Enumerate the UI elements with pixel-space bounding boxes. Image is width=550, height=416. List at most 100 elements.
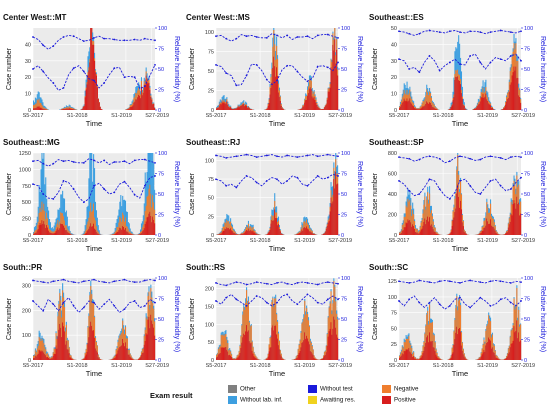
y-tick-label: 100 [205, 322, 214, 328]
bar-negative [35, 352, 37, 360]
bar-without-lab [147, 153, 149, 235]
bar-positive [123, 226, 125, 235]
bar-positive [40, 107, 42, 110]
bar-positive [321, 109, 323, 110]
bar-negative [145, 205, 147, 235]
x-tick-label: S1-2019 [294, 113, 315, 119]
x-axis-label: Time [86, 244, 102, 253]
bar-positive [137, 97, 139, 110]
bar-positive [235, 234, 237, 235]
humidity-point [143, 37, 146, 40]
bar-positive [146, 334, 148, 360]
bar-positive [216, 107, 219, 110]
bar-positive [40, 224, 42, 235]
bar-negative [124, 217, 127, 235]
bar-negative [33, 105, 35, 110]
bar-negative [94, 217, 96, 235]
bar-positive [84, 356, 86, 360]
bar-without-lab [95, 210, 97, 235]
bar-positive [154, 107, 156, 110]
bar-positive [33, 357, 36, 360]
humidity-point [398, 58, 400, 61]
bar-negative [34, 350, 36, 360]
bar-negative [43, 203, 45, 235]
bar-positive [64, 108, 66, 110]
bar-negative [132, 234, 134, 235]
bar-negative [45, 219, 47, 235]
x-tick-label: S5-2017 [23, 238, 44, 244]
bar-positive [121, 345, 123, 360]
x-tick-label: S5-2017 [206, 238, 227, 244]
bar-positive [38, 106, 40, 110]
y-tick-label: 75 [391, 311, 397, 317]
bar-positive [482, 352, 484, 360]
bar-negative [415, 229, 417, 235]
bar-negative [424, 99, 426, 110]
bar-positive [403, 350, 405, 360]
x-tick-label: S1-2019 [111, 113, 132, 119]
bar-positive [277, 75, 279, 110]
bar-positive [327, 336, 329, 360]
bar-positive [303, 227, 305, 235]
bar-positive [34, 108, 36, 110]
bar-positive [59, 323, 61, 360]
y-tick-label: 300 [22, 283, 31, 289]
bar-positive [333, 50, 335, 110]
bar-positive [52, 355, 54, 360]
bar-positive [322, 359, 324, 360]
bar-positive [244, 334, 246, 360]
bar-positive [130, 107, 132, 110]
humidity-point [133, 281, 136, 283]
humidity-point [133, 76, 136, 79]
y-tick-label: 50 [208, 69, 214, 75]
bar-negative [293, 359, 295, 360]
bar-positive [241, 233, 243, 235]
bar-positive [128, 354, 130, 360]
bar-positive [424, 105, 426, 110]
humidity-point [489, 280, 492, 283]
bar-negative [404, 342, 406, 360]
humidity-point [428, 54, 431, 57]
bar-without-lab [37, 206, 39, 235]
humidity-point [32, 68, 34, 70]
bar-positive [491, 107, 493, 110]
y2-tick-label: 75 [158, 297, 164, 303]
bar-positive [114, 357, 116, 360]
bar-positive [139, 357, 142, 360]
bar-negative [312, 349, 314, 360]
bar-negative [405, 338, 407, 360]
y2-tick-label: 50 [524, 192, 530, 198]
bar-positive [325, 352, 327, 360]
bar-negative [33, 355, 35, 360]
x-tick-label: S27-2019 [145, 363, 169, 369]
bar-positive [294, 359, 296, 360]
humidity-point [306, 80, 309, 83]
bar-negative [94, 220, 97, 235]
bar-positive [449, 233, 451, 235]
humidity-point [306, 184, 309, 187]
bar-positive [70, 108, 72, 110]
bar-positive [279, 100, 281, 110]
bar-negative [152, 195, 154, 235]
bar-negative [97, 231, 99, 235]
bar-positive [481, 97, 483, 110]
bar-negative [150, 193, 152, 235]
bar-without-lab [131, 231, 133, 235]
bar-without-lab [65, 210, 67, 235]
bar-positive [240, 234, 242, 235]
bar-negative [91, 211, 93, 235]
bar-positive [141, 353, 143, 360]
x-tick-label: S1-2019 [111, 238, 132, 244]
humidity-point [418, 193, 421, 195]
bar-negative [42, 210, 44, 235]
bar-negative [44, 211, 46, 235]
bar-negative [45, 108, 47, 110]
bar-positive [402, 354, 404, 360]
bar-positive [64, 230, 66, 235]
bar-without-lab [138, 233, 140, 235]
bar-positive [239, 352, 241, 360]
humidity-point [316, 65, 319, 68]
